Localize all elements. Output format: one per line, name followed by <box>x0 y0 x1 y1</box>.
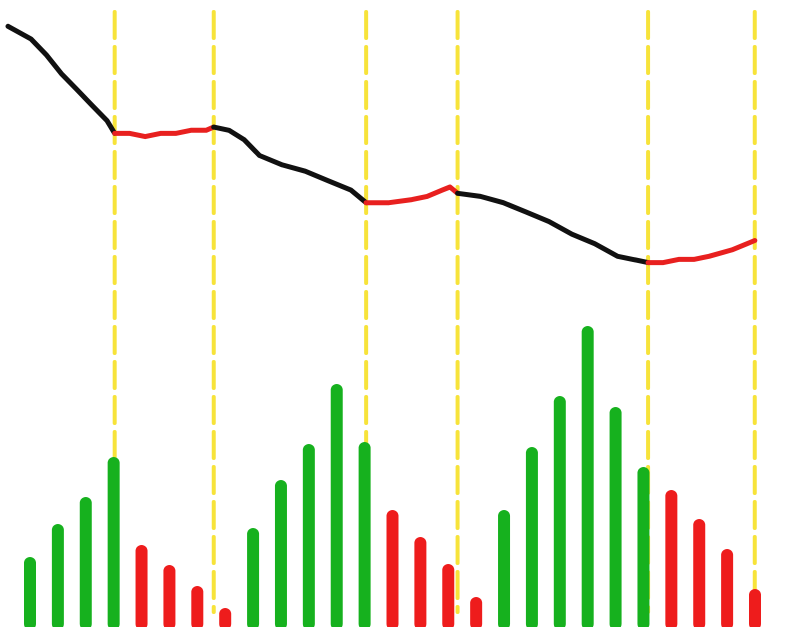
price-segment-6-up <box>645 238 758 266</box>
volume-bar-13 <box>358 442 371 627</box>
volume-bar-23 <box>637 467 650 627</box>
volume-bar-19 <box>525 447 538 627</box>
price-segment-3-down <box>211 124 369 206</box>
volume-bar-7 <box>191 586 204 627</box>
volume-bar-24 <box>665 490 678 627</box>
volume-bar-9 <box>247 528 260 627</box>
price-segment-2-up <box>112 124 217 140</box>
volume-bar-14 <box>386 510 399 627</box>
price-line <box>5 23 758 266</box>
price-segment-1-down <box>5 23 118 136</box>
volume-bars <box>24 326 761 627</box>
volume-bar-6 <box>163 565 176 627</box>
volume-bar-25 <box>693 519 706 627</box>
volume-bar-5 <box>135 545 148 627</box>
volume-bar-12 <box>330 384 343 627</box>
volume-bar-16 <box>442 564 455 627</box>
volume-bar-3 <box>79 497 92 627</box>
volume-bar-1 <box>24 557 36 627</box>
volume-bar-10 <box>274 480 287 627</box>
volume-bar-21 <box>581 326 594 627</box>
volume-bar-27 <box>749 589 761 627</box>
volume-bar-11 <box>302 444 315 627</box>
volume-bar-26 <box>721 549 734 627</box>
volume-bar-17 <box>470 597 483 627</box>
volume-bar-8 <box>219 608 232 627</box>
price-segment-5-down <box>455 190 651 266</box>
volume-bar-20 <box>553 396 566 627</box>
volume-bar-22 <box>609 407 622 627</box>
volume-bar-2 <box>51 524 64 627</box>
price-segment-4-up <box>363 184 461 206</box>
divider-layer <box>112 10 757 614</box>
volume-bar-15 <box>414 537 427 627</box>
volume-bar-18 <box>498 510 511 627</box>
volume-bar-4 <box>107 457 120 627</box>
